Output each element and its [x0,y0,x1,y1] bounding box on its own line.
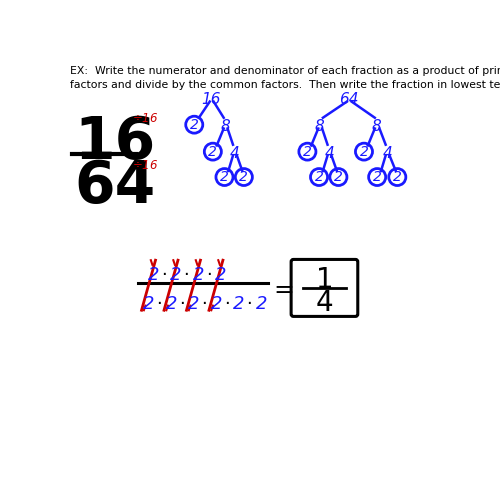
Text: 16: 16 [74,114,156,171]
Text: $\div$16: $\div$16 [132,112,158,126]
Text: 8: 8 [220,120,230,134]
Text: $\div$16: $\div$16 [132,158,158,172]
Text: 2: 2 [215,266,226,284]
Text: 2: 2 [148,266,159,284]
Text: ·: · [179,295,184,313]
Text: 64: 64 [340,92,359,108]
Text: ·: · [161,266,166,284]
Text: 4: 4 [230,146,239,161]
Text: 2: 2 [303,144,312,158]
Text: 2: 2 [334,170,343,184]
Text: 2: 2 [220,170,229,184]
Text: 2: 2 [208,144,218,158]
FancyBboxPatch shape [291,260,358,316]
Text: 2: 2 [360,144,368,158]
Text: ·: · [206,266,212,284]
Text: 2: 2 [314,170,324,184]
Text: 2: 2 [166,295,177,313]
Text: 2: 2 [210,295,222,313]
Text: 8: 8 [372,120,382,134]
Text: 2: 2 [393,170,402,184]
Text: 2: 2 [240,170,248,184]
Text: EX:  Write the numerator and denominator of each fraction as a product of prime
: EX: Write the numerator and denominator … [70,66,500,90]
Text: 2: 2 [233,295,244,313]
Text: 1: 1 [316,266,334,293]
Text: 2: 2 [190,118,198,132]
Text: 2: 2 [372,170,382,184]
Text: 4: 4 [382,146,392,161]
Text: 2: 2 [256,295,267,313]
Text: 2: 2 [170,266,181,284]
Text: =: = [274,278,294,302]
Text: 2: 2 [192,266,204,284]
Text: 2: 2 [143,295,154,313]
Text: ·: · [156,295,162,313]
Text: 4: 4 [316,290,334,318]
Text: ·: · [246,295,252,313]
Text: 2: 2 [188,295,200,313]
Text: ·: · [224,295,230,313]
Text: 16: 16 [202,92,221,108]
Text: ·: · [201,295,207,313]
Text: 8: 8 [315,120,324,134]
Text: ·: · [184,266,189,284]
Text: 4: 4 [324,146,334,161]
Text: 64: 64 [74,158,156,215]
